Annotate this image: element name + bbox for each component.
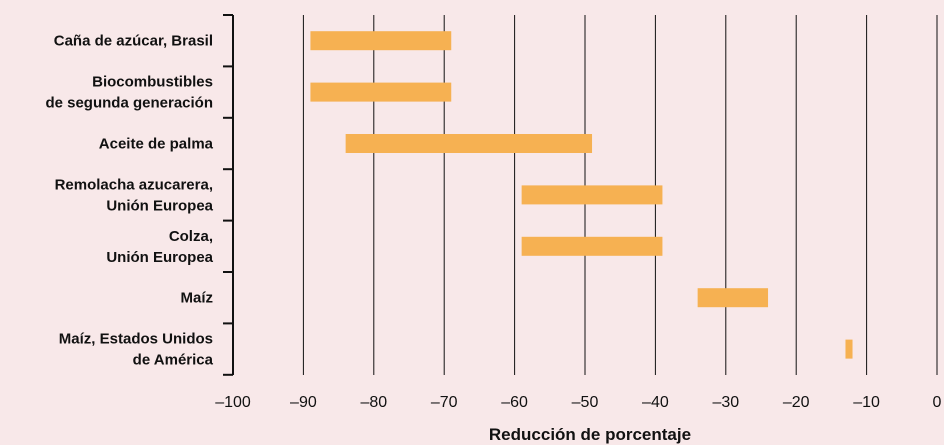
- category-axis: [223, 14, 234, 376]
- category-label: Aceite de palma: [99, 136, 214, 153]
- x-tick-label: –10: [853, 394, 880, 411]
- x-tick-label: –60: [501, 394, 528, 411]
- bar: [345, 134, 593, 153]
- category-label: Unión Europea: [106, 197, 213, 214]
- category-label: Maíz: [180, 290, 213, 307]
- x-tick-label: –70: [431, 394, 458, 411]
- category-label: Biocombustibles: [92, 74, 213, 91]
- x-tick-label: –80: [360, 394, 387, 411]
- x-tick-label: –100: [215, 394, 251, 411]
- bar: [845, 339, 853, 359]
- x-tick-label: 0: [933, 394, 942, 411]
- bars: [310, 31, 853, 359]
- category-labels: Caña de azúcar, Brasil Biocombustibles de …: [45, 33, 213, 369]
- x-axis-title: Reducción de porcentaje: [489, 425, 691, 444]
- x-tick-label: –50: [572, 394, 599, 411]
- bar: [310, 31, 452, 51]
- category-label: de segunda generación: [45, 95, 213, 112]
- x-tick-label: –90: [290, 394, 317, 411]
- category-label: Maíz, Estados Unidos: [59, 331, 213, 348]
- x-tick-label: –30: [712, 394, 739, 411]
- bar: [521, 236, 663, 256]
- category-label: Colza,: [169, 228, 213, 245]
- bar: [310, 82, 452, 102]
- category-label: Caña de azúcar, Brasil: [54, 33, 213, 50]
- x-tick-label: –20: [783, 394, 810, 411]
- bar: [697, 288, 769, 308]
- category-label: de América: [133, 352, 214, 369]
- x-tick-label: –40: [642, 394, 669, 411]
- category-label: Remolacha azucarera,: [55, 176, 213, 193]
- bar: [521, 185, 663, 205]
- x-tick-labels: –100 –90 –80 –70 –60 –50 –40 –30 –20 –10 0: [215, 394, 941, 411]
- category-label: Unión Europea: [106, 249, 213, 266]
